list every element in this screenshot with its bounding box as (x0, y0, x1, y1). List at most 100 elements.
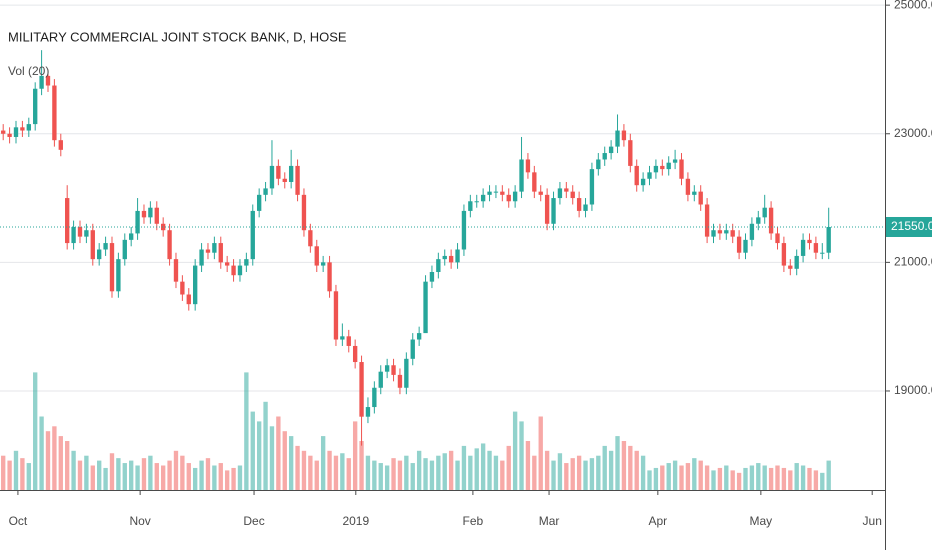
candle-body (756, 217, 761, 224)
candle-body (724, 230, 729, 234)
candle-body (199, 249, 204, 266)
candle-body (39, 75, 44, 89)
volume-bar (52, 426, 57, 490)
candle-body (352, 345, 358, 363)
candle-layer (1, 50, 831, 446)
volume-bar (660, 465, 665, 490)
volume-bar (800, 465, 806, 490)
grid (0, 4, 885, 392)
volume-bar (634, 450, 639, 490)
volume-bar (724, 465, 729, 490)
volume-bar (320, 436, 326, 490)
volume-bar (532, 455, 537, 490)
volume-bar (65, 441, 70, 490)
volume-bar (205, 458, 211, 490)
volume-bar (416, 450, 422, 490)
volume-bar (448, 450, 454, 490)
candle-body (333, 291, 339, 340)
volume-bar (352, 421, 358, 490)
volume-bar (109, 453, 115, 490)
volume-bar (26, 463, 31, 490)
candle-body (608, 146, 614, 154)
candle-body (743, 239, 748, 253)
volume-bar (423, 458, 428, 490)
candle-body (244, 259, 249, 266)
volume-bar (826, 460, 831, 490)
candle-body (263, 188, 268, 195)
candle-body (768, 207, 774, 234)
candle-body (116, 259, 121, 292)
volume-bar (794, 463, 799, 490)
candle-body (602, 153, 607, 160)
volume-bar (672, 460, 678, 490)
volume-bar (564, 463, 569, 490)
volume-bar (378, 463, 383, 490)
x-tick-label: Mar (539, 514, 560, 528)
volume-bar (301, 450, 307, 490)
candle-body (474, 201, 479, 203)
volume-bar (372, 460, 377, 490)
candle-body (141, 210, 147, 218)
volume-bar (692, 458, 697, 490)
volume-bar (730, 470, 735, 490)
candle-body (301, 194, 307, 231)
candle-body (282, 178, 287, 182)
candle-body (480, 194, 486, 202)
x-tick-label: 2019 (342, 514, 369, 528)
volume-bar (77, 460, 83, 490)
volume-bar (269, 426, 275, 490)
volume-bar (333, 455, 339, 490)
y-tick-label: 19000.0 (894, 383, 932, 397)
volume-bar (538, 416, 543, 490)
candle-body (423, 281, 428, 334)
candle-body (621, 130, 627, 141)
volume-bar (141, 458, 147, 490)
volume-bar (762, 465, 767, 490)
candle-body (583, 204, 588, 211)
candle-body (519, 159, 524, 192)
volume-bar (308, 455, 313, 490)
volume-bar (570, 458, 575, 490)
candle-body (564, 188, 569, 192)
volume-bar (487, 450, 492, 490)
candle-body (500, 191, 505, 195)
candle-body (788, 265, 793, 269)
volume-bar (711, 470, 716, 490)
volume-bar (768, 467, 774, 490)
last-price-label: 21550.0 (891, 219, 932, 233)
volume-bar (7, 460, 12, 490)
candle-body (410, 339, 415, 359)
candle-body (77, 226, 83, 237)
volume-bar (640, 455, 646, 490)
volume-bar (461, 445, 467, 490)
volume-bar (154, 463, 159, 490)
candle-body (762, 207, 767, 218)
candle-body (660, 165, 665, 170)
last-price-box (886, 216, 932, 237)
volume-bar (116, 458, 121, 490)
candle-body (391, 365, 396, 375)
candle-body (570, 191, 575, 199)
candle-body (359, 362, 364, 417)
candle-body (109, 243, 115, 292)
candle-body (468, 201, 473, 211)
volume-bar (436, 455, 441, 490)
volume-bar (1, 455, 6, 490)
candle-body (154, 207, 159, 224)
candle-body (711, 230, 716, 237)
candle-body (685, 178, 691, 195)
candle-body (704, 204, 710, 237)
volume-bar (621, 441, 627, 490)
candle-body (84, 230, 89, 237)
candle-body (506, 194, 511, 202)
candle-body (97, 249, 102, 260)
volume-bar (340, 453, 345, 490)
candle-body (237, 265, 243, 276)
volume-bar (525, 441, 531, 490)
volume-bar (544, 450, 550, 490)
volume-bar (576, 455, 582, 490)
candle-body (493, 191, 499, 193)
volume-bar (250, 411, 255, 490)
volume-bar (224, 470, 230, 490)
volume-bar (397, 460, 403, 490)
